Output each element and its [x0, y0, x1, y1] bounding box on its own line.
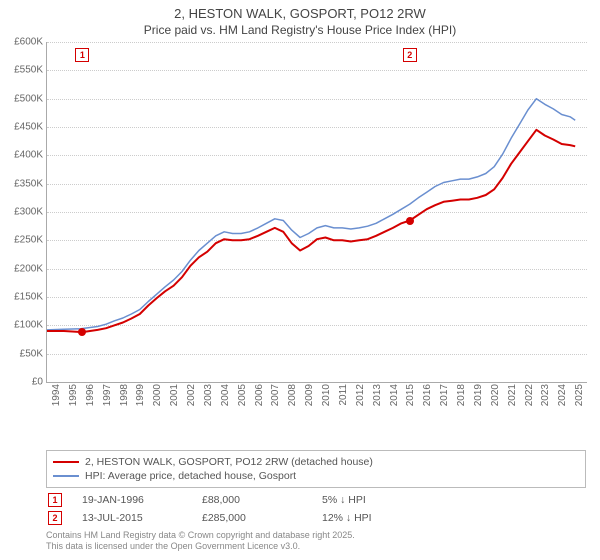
x-axis-label: 2024: [557, 384, 568, 406]
tx-date: 19-JAN-1996: [82, 492, 200, 508]
credits-line-1: Contains HM Land Registry data © Crown c…: [46, 530, 355, 541]
x-axis-label: 2016: [422, 384, 433, 406]
tx-date: 13-JUL-2015: [82, 510, 200, 526]
chart-title-main: 2, HESTON WALK, GOSPORT, PO12 2RW: [0, 6, 600, 21]
y-axis-label: £550K: [1, 65, 43, 76]
y-axis-label: £250K: [1, 235, 43, 246]
x-axis-label: 1996: [85, 384, 96, 406]
x-axis-label: 2009: [304, 384, 315, 406]
legend-box: 2, HESTON WALK, GOSPORT, PO12 2RW (detac…: [46, 450, 586, 488]
series-line: [47, 99, 575, 330]
legend-label-2: HPI: Average price, detached house, Gosp…: [85, 470, 296, 482]
table-row: 2 13-JUL-2015 £285,000 12% ↓ HPI: [48, 510, 380, 526]
chart-area: £0£50K£100K£150K£200K£250K£300K£350K£400…: [46, 42, 586, 412]
y-axis-label: £500K: [1, 93, 43, 104]
x-axis-label: 1999: [135, 384, 146, 406]
tx-diff: 5% ↓ HPI: [322, 492, 380, 508]
x-axis-label: 2013: [372, 384, 383, 406]
chart-title-sub: Price paid vs. HM Land Registry's House …: [0, 23, 600, 37]
x-axis-label: 2006: [254, 384, 265, 406]
x-axis-label: 2018: [456, 384, 467, 406]
legend-swatch-2: [53, 475, 79, 477]
series-marker-dot: [406, 217, 414, 225]
x-axis-label: 2001: [169, 384, 180, 406]
x-axis-label: 2003: [203, 384, 214, 406]
x-axis-label: 2007: [270, 384, 281, 406]
transactions-table: 1 19-JAN-1996 £88,000 5% ↓ HPI 2 13-JUL-…: [46, 490, 382, 528]
series-marker-dot: [78, 328, 86, 336]
table-row: 1 19-JAN-1996 £88,000 5% ↓ HPI: [48, 492, 380, 508]
y-axis-label: £100K: [1, 320, 43, 331]
y-axis-label: £600K: [1, 37, 43, 48]
x-axis-label: 2017: [439, 384, 450, 406]
y-axis-label: £300K: [1, 207, 43, 218]
x-axis-label: 2014: [389, 384, 400, 406]
x-axis-label: 2008: [287, 384, 298, 406]
x-axis-label: 1994: [51, 384, 62, 406]
y-axis-label: £150K: [1, 292, 43, 303]
tx-price: £285,000: [202, 510, 320, 526]
credits: Contains HM Land Registry data © Crown c…: [46, 530, 355, 553]
x-axis-label: 2015: [405, 384, 416, 406]
legend-label-1: 2, HESTON WALK, GOSPORT, PO12 2RW (detac…: [85, 456, 373, 468]
x-axis-label: 2000: [152, 384, 163, 406]
series-marker-badge: 1: [75, 48, 89, 62]
series-marker-badge: 2: [403, 48, 417, 62]
y-axis-label: £50K: [1, 348, 43, 359]
y-axis-label: £450K: [1, 122, 43, 133]
x-axis-label: 2004: [220, 384, 231, 406]
x-axis-label: 2020: [490, 384, 501, 406]
x-axis-label: 2019: [473, 384, 484, 406]
x-axis-label: 2010: [321, 384, 332, 406]
y-axis-label: £200K: [1, 263, 43, 274]
tx-price: £88,000: [202, 492, 320, 508]
credits-line-2: This data is licensed under the Open Gov…: [46, 541, 355, 552]
y-axis-label: £400K: [1, 150, 43, 161]
x-axis-label: 1995: [68, 384, 79, 406]
x-axis-label: 2023: [540, 384, 551, 406]
x-axis-label: 2022: [524, 384, 535, 406]
marker-badge-1: 1: [48, 493, 62, 507]
x-axis-label: 1997: [102, 384, 113, 406]
plot-region: £0£50K£100K£150K£200K£250K£300K£350K£400…: [46, 42, 587, 383]
marker-badge-2: 2: [48, 511, 62, 525]
x-axis-label: 2002: [186, 384, 197, 406]
y-axis-label: £350K: [1, 178, 43, 189]
x-axis-label: 1998: [119, 384, 130, 406]
legend-swatch-1: [53, 461, 79, 463]
x-axis-label: 2011: [338, 384, 349, 406]
y-axis-label: £0: [1, 377, 43, 388]
x-axis-label: 2025: [574, 384, 585, 406]
x-axis-label: 2021: [507, 384, 518, 406]
tx-diff: 12% ↓ HPI: [322, 510, 380, 526]
x-axis-label: 2012: [355, 384, 366, 406]
x-axis-label: 2005: [237, 384, 248, 406]
